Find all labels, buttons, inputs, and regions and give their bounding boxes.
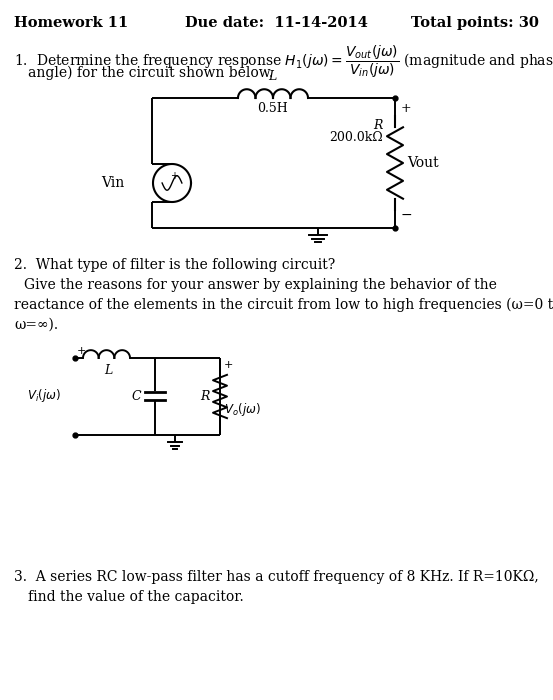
Text: Total points: 30: Total points: 30	[411, 16, 539, 30]
Text: +: +	[224, 360, 233, 370]
Text: −: −	[401, 208, 413, 222]
Text: $V_o(j\omega)$: $V_o(j\omega)$	[224, 401, 260, 418]
Text: Give the reasons for your answer by explaining the behavior of the: Give the reasons for your answer by expl…	[24, 278, 497, 292]
Text: C: C	[132, 389, 141, 402]
Text: 1.  Determine the frequency response $H_1(j\omega)=\dfrac{V_{out}(j\omega)}{V_{i: 1. Determine the frequency response $H_1…	[14, 44, 553, 80]
Text: L: L	[268, 70, 276, 83]
Text: find the value of the capacitor.: find the value of the capacitor.	[28, 590, 244, 604]
Text: Due date:  11-14-2014: Due date: 11-14-2014	[185, 16, 368, 30]
Text: $V_i(j\omega)$: $V_i(j\omega)$	[27, 388, 61, 405]
Text: reactance of the elements in the circuit from low to high frequencies (ω=0 to: reactance of the elements in the circuit…	[14, 298, 553, 312]
Text: +: +	[77, 346, 86, 356]
Text: ω=∞).: ω=∞).	[14, 318, 58, 332]
Text: Vout: Vout	[407, 156, 439, 170]
Text: +: +	[401, 102, 411, 115]
Text: +: +	[170, 171, 178, 181]
Text: 3.  A series RC low-pass filter has a cutoff frequency of 8 KHz. If R=10KΩ,: 3. A series RC low-pass filter has a cut…	[14, 570, 539, 584]
Text: R: R	[201, 389, 210, 402]
Text: 0.5H: 0.5H	[257, 102, 288, 115]
Text: Vin: Vin	[101, 176, 124, 190]
Text: angle) for the circuit shown below.: angle) for the circuit shown below.	[28, 66, 273, 80]
Text: L: L	[104, 364, 112, 377]
Text: 200.0kΩ: 200.0kΩ	[329, 131, 383, 144]
Text: R: R	[374, 119, 383, 132]
Text: 2.  What type of filter is the following circuit?: 2. What type of filter is the following …	[14, 258, 335, 272]
Text: Homework 11: Homework 11	[14, 16, 128, 30]
